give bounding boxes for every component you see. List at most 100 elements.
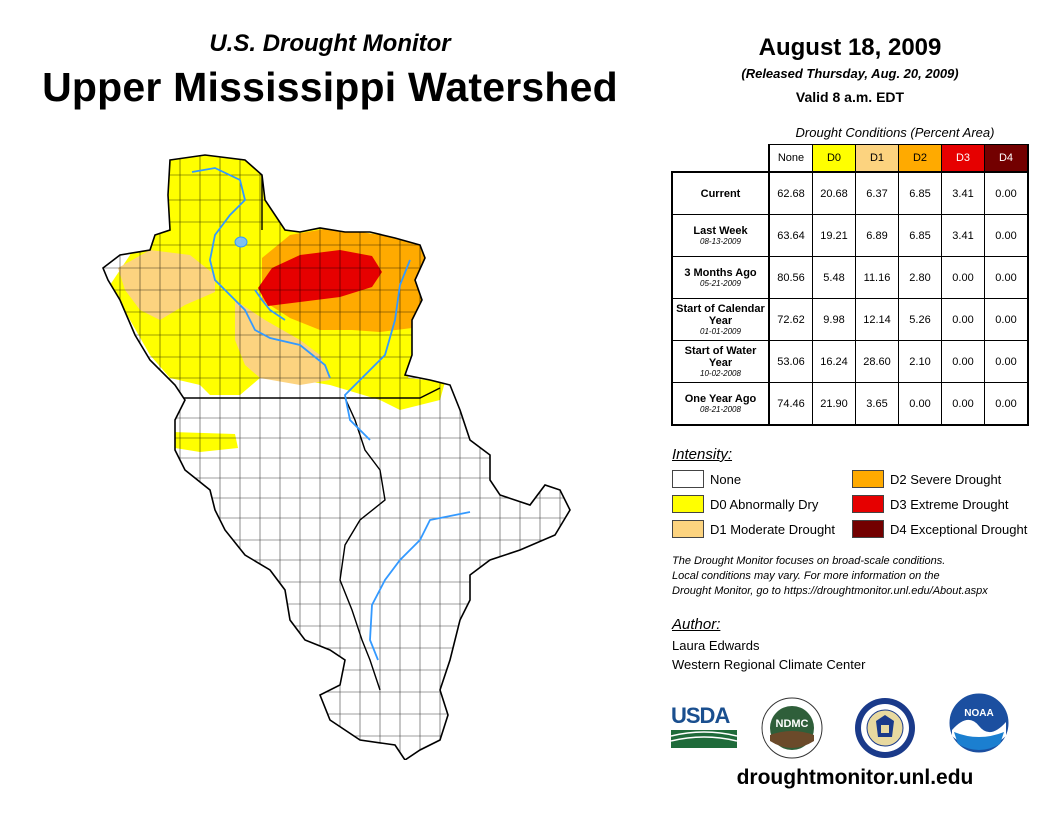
- d1-central-region: [235, 300, 330, 385]
- table-row: Start of Water Year 10-02-2008 53.06 16.24 2…: [671, 340, 1029, 383]
- value-cell: 53.06: [768, 340, 813, 383]
- column-header-d4: D4: [984, 144, 1029, 173]
- legend-swatch: [672, 520, 704, 538]
- watershed-map: [102, 154, 571, 760]
- value-cell: 28.60: [855, 340, 899, 383]
- row-label-text: One Year Ago: [684, 392, 757, 405]
- watershed-outline: [102, 154, 571, 760]
- legend-swatch: [852, 520, 884, 538]
- river-lines: [191, 167, 471, 661]
- legend-label: D0 Abnormally Dry: [710, 496, 819, 512]
- value-cell: 62.68: [768, 171, 813, 215]
- legend-item: D3 Extreme Drought: [852, 495, 1009, 513]
- row-label-text: Start of Water Year: [684, 344, 757, 369]
- legend-label: D2 Severe Drought: [890, 471, 1002, 487]
- row-date: 10-02-2008: [700, 368, 741, 378]
- legend-item: D1 Moderate Drought: [672, 520, 835, 538]
- author-name: Laura Edwards: [672, 638, 760, 653]
- legend-item: D2 Severe Drought: [852, 470, 1001, 488]
- row-label-text: Last Week: [693, 224, 748, 237]
- row-date: 05-21-2009: [700, 278, 741, 288]
- table-row: One Year Ago 08-21-2008 74.46 21.90 3.65 0.00…: [671, 382, 1029, 426]
- row-label-text: Start of Calendar Year: [676, 302, 765, 327]
- value-cell: 0.00: [984, 298, 1029, 341]
- value-cell: 3.65: [855, 382, 899, 426]
- disclaimer-note: The Drought Monitor focuses on broad-sca…: [672, 554, 1052, 599]
- row-label: Current: [671, 171, 770, 215]
- svg-text:NOAA: NOAA: [964, 708, 993, 719]
- row-date: 08-13-2009: [700, 236, 741, 246]
- value-cell: 5.48: [812, 256, 856, 299]
- author-org: Western Regional Climate Center: [672, 657, 866, 672]
- column-header-d3: D3: [941, 144, 985, 173]
- table-row: Last Week 08-13-2009 63.64 19.21 6.89 6.85 3.4…: [671, 214, 1029, 257]
- row-label-text: Current: [700, 187, 741, 200]
- legend-swatch: [852, 495, 884, 513]
- value-cell: 0.00: [984, 256, 1029, 299]
- value-cell: 6.89: [855, 214, 899, 257]
- value-cell: 3.41: [941, 214, 985, 257]
- svg-text:NDMC: NDMC: [776, 718, 809, 730]
- legend-item: D0 Abnormally Dry: [672, 495, 818, 513]
- table-caption: Drought Conditions (Percent Area): [795, 125, 995, 140]
- value-cell: 0.00: [898, 382, 942, 426]
- release-date: (Released Thursday, Aug. 20, 2009): [741, 66, 959, 81]
- value-cell: 11.16: [855, 256, 899, 299]
- legend-item: None: [672, 470, 741, 488]
- map-subtitle: U.S. Drought Monitor: [209, 30, 451, 57]
- table-body: Current 62.68 20.68 6.37 6.85 3.41 0.00 Last We…: [671, 171, 1029, 426]
- note-line-2: Local conditions may vary. For more info…: [672, 570, 940, 582]
- value-cell: 16.24: [812, 340, 856, 383]
- column-header-d1: D1: [855, 144, 899, 173]
- legend-swatch: [672, 470, 704, 488]
- valid-time: Valid 8 a.m. EDT: [795, 89, 905, 105]
- d0-south-region: [172, 432, 238, 452]
- table-row: Current 62.68 20.68 6.37 6.85 3.41 0.00: [671, 171, 1029, 215]
- legend-label: D4 Exceptional Drought: [890, 521, 1028, 537]
- footer-url[interactable]: droughtmonitor.unl.edu: [736, 766, 974, 789]
- legend-label: D1 Moderate Drought: [710, 521, 836, 537]
- table-row: Start of Calendar Year 01-01-2009 72.62 9.9…: [671, 298, 1029, 341]
- value-cell: 6.37: [855, 171, 899, 215]
- drought-stats-table: None D0 D1 D2 D3 D4 Current 62.68 20.68 6.37 6.85…: [671, 144, 1029, 426]
- value-cell: 0.00: [941, 340, 985, 383]
- noaa-logo: NOAA: [948, 692, 1010, 754]
- row-date: 08-21-2008: [700, 404, 741, 414]
- value-cell: 2.10: [898, 340, 942, 383]
- note-line-3: Drought Monitor, go to https://droughtmo…: [672, 585, 988, 597]
- ndmc-logo: NDMC: [761, 697, 823, 759]
- legend-label: None: [710, 471, 742, 487]
- value-cell: 0.00: [984, 214, 1029, 257]
- value-cell: 0.00: [984, 340, 1029, 383]
- table-header-row: None D0 D1 D2 D3 D4: [672, 144, 1029, 173]
- row-label: One Year Ago 08-21-2008: [671, 382, 770, 426]
- value-cell: 0.00: [941, 256, 985, 299]
- column-header-none: None: [768, 144, 813, 173]
- row-label: Start of Calendar Year 01-01-2009: [671, 298, 770, 341]
- value-cell: 20.68: [812, 171, 856, 215]
- value-cell: 9.98: [812, 298, 856, 341]
- value-cell: 63.64: [768, 214, 813, 257]
- map-title: Upper Mississippi Watershed: [42, 64, 618, 110]
- value-cell: 5.26: [898, 298, 942, 341]
- legend-swatch: [852, 470, 884, 488]
- row-label-text: 3 Months Ago: [684, 266, 757, 279]
- value-cell: 12.14: [855, 298, 899, 341]
- value-cell: 0.00: [941, 298, 985, 341]
- value-cell: 19.21: [812, 214, 856, 257]
- value-cell: 74.46: [768, 382, 813, 426]
- value-cell: 2.80: [898, 256, 942, 299]
- row-label: Last Week 08-13-2009: [671, 214, 770, 257]
- map-date: August 18, 2009: [758, 34, 942, 61]
- row-label: Start of Water Year 10-02-2008: [671, 340, 770, 383]
- usda-logo: USDA: [670, 704, 738, 748]
- row-label: 3 Months Ago 05-21-2009: [671, 256, 770, 299]
- row-date: 01-01-2009: [700, 326, 741, 336]
- value-cell: 6.85: [898, 171, 942, 215]
- column-header-d0: D0: [812, 144, 856, 173]
- table-corner: [672, 145, 769, 173]
- legend-item: D4 Exceptional Drought: [852, 520, 1027, 538]
- value-cell: 0.00: [941, 382, 985, 426]
- note-line-1: The Drought Monitor focuses on broad-sca…: [672, 555, 946, 567]
- d1-region: [118, 250, 215, 320]
